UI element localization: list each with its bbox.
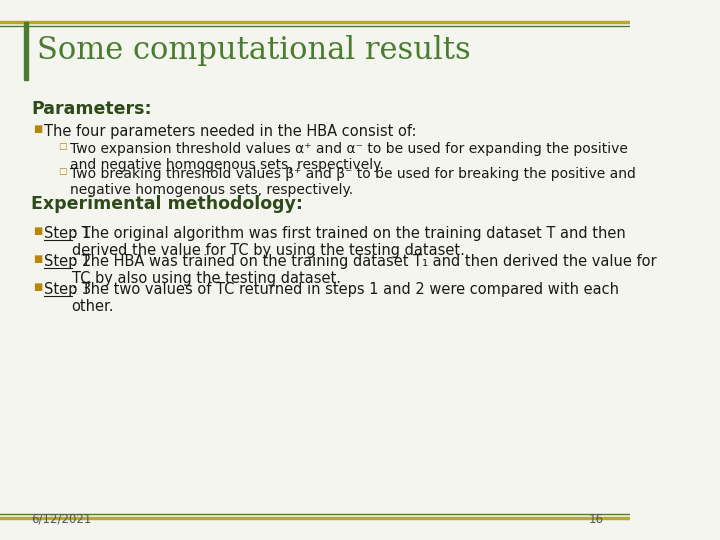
Text: Step 2: Step 2 bbox=[44, 254, 91, 269]
Text: : The HBA was trained on the training dataset T₁ and then derived the value for
: : The HBA was trained on the training da… bbox=[72, 254, 657, 286]
Text: ■: ■ bbox=[33, 226, 42, 236]
Text: Two expansion threshold values α⁺ and α⁻ to be used for expanding the positive
a: Two expansion threshold values α⁺ and α⁻… bbox=[70, 142, 628, 172]
Text: ■: ■ bbox=[33, 254, 42, 264]
Text: Step 1: Step 1 bbox=[44, 226, 91, 241]
Text: Some computational results: Some computational results bbox=[37, 35, 470, 65]
Text: The four parameters needed in the HBA consist of:: The four parameters needed in the HBA co… bbox=[44, 124, 416, 139]
Bar bbox=[24, 22, 28, 80]
Text: Experimental methodology:: Experimental methodology: bbox=[32, 195, 304, 213]
Text: ■: ■ bbox=[33, 124, 42, 134]
Text: 16: 16 bbox=[588, 513, 603, 526]
Text: : The two values of TC returned in steps 1 and 2 were compared with each
other.: : The two values of TC returned in steps… bbox=[72, 282, 618, 314]
Text: : The original algorithm was first trained on the training dataset T and then
de: : The original algorithm was first train… bbox=[72, 226, 626, 259]
Text: Parameters:: Parameters: bbox=[32, 100, 152, 118]
Text: 6/12/2021: 6/12/2021 bbox=[32, 513, 92, 526]
Text: Step 3: Step 3 bbox=[44, 282, 91, 297]
Text: □: □ bbox=[58, 142, 66, 151]
Text: Two breaking threshold values β⁺ and β⁻ to be used for breaking the positive and: Two breaking threshold values β⁺ and β⁻ … bbox=[70, 167, 636, 197]
Text: □: □ bbox=[58, 167, 66, 176]
Text: ■: ■ bbox=[33, 282, 42, 292]
